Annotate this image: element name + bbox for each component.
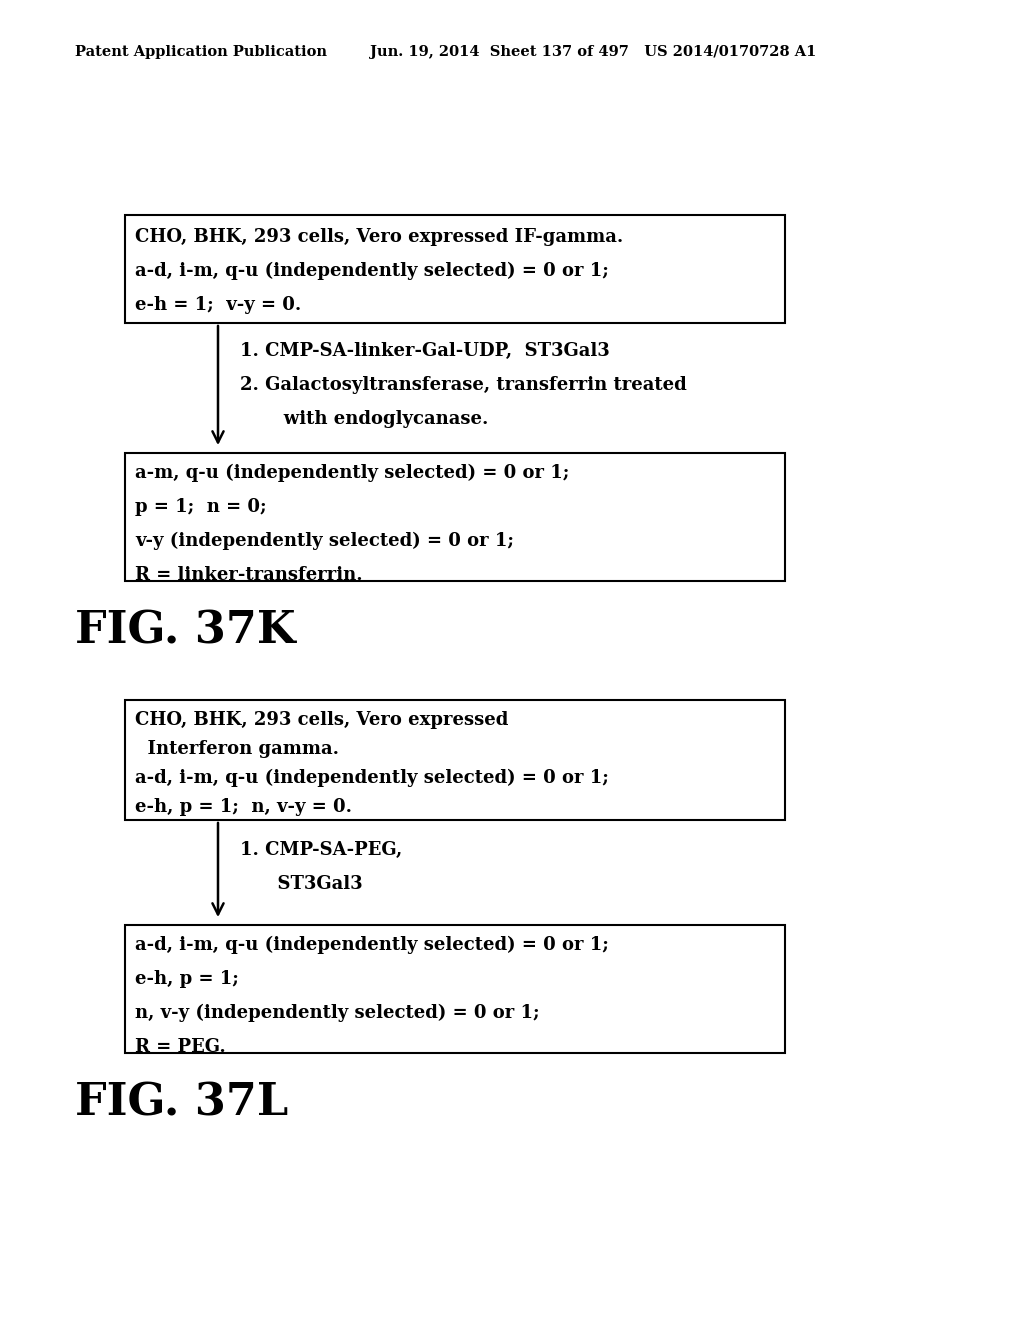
Text: FIG. 37K: FIG. 37K	[75, 610, 296, 652]
Text: R = PEG.: R = PEG.	[135, 1038, 225, 1056]
Text: a-d, i-m, q-u (independently selected) = 0 or 1;: a-d, i-m, q-u (independently selected) =…	[135, 936, 609, 954]
Bar	[125, 925, 785, 1053]
Text: p = 1;  n = 0;: p = 1; n = 0;	[135, 498, 266, 516]
Text: a-d, i-m, q-u (independently selected) = 0 or 1;: a-d, i-m, q-u (independently selected) =…	[135, 261, 609, 280]
Text: R = linker-transferrin.: R = linker-transferrin.	[135, 566, 362, 583]
Text: CHO, BHK, 293 cells, Vero expressed IF-gamma.: CHO, BHK, 293 cells, Vero expressed IF-g…	[135, 228, 624, 246]
Text: e-h, p = 1;  n, v-y = 0.: e-h, p = 1; n, v-y = 0.	[135, 799, 352, 816]
Text: Jun. 19, 2014  Sheet 137 of 497   US 2014/0170728 A1: Jun. 19, 2014 Sheet 137 of 497 US 2014/0…	[370, 45, 816, 59]
Text: n, v-y (independently selected) = 0 or 1;: n, v-y (independently selected) = 0 or 1…	[135, 1005, 540, 1022]
Bar	[125, 453, 785, 581]
Text: a-d, i-m, q-u (independently selected) = 0 or 1;: a-d, i-m, q-u (independently selected) =…	[135, 768, 609, 787]
Text: v-y (independently selected) = 0 or 1;: v-y (independently selected) = 0 or 1;	[135, 532, 514, 550]
Text: CHO, BHK, 293 cells, Vero expressed: CHO, BHK, 293 cells, Vero expressed	[135, 711, 508, 729]
Text: e-h, p = 1;: e-h, p = 1;	[135, 970, 239, 987]
Bar	[125, 700, 785, 820]
Text: FIG. 37L: FIG. 37L	[75, 1081, 288, 1125]
Text: Interferon gamma.: Interferon gamma.	[135, 741, 339, 758]
Text: 2. Galactosyltransferase, transferrin treated: 2. Galactosyltransferase, transferrin tr…	[240, 376, 687, 393]
Bar	[125, 215, 785, 323]
Text: 1. CMP-SA-PEG,: 1. CMP-SA-PEG,	[240, 841, 402, 859]
Text: 1. CMP-SA-linker-Gal-UDP,  ST3Gal3: 1. CMP-SA-linker-Gal-UDP, ST3Gal3	[240, 342, 609, 360]
Text: with endoglycanase.: with endoglycanase.	[240, 411, 488, 428]
Text: a-m, q-u (independently selected) = 0 or 1;: a-m, q-u (independently selected) = 0 or…	[135, 463, 569, 482]
Text: Patent Application Publication: Patent Application Publication	[75, 45, 327, 59]
Text: ST3Gal3: ST3Gal3	[240, 875, 362, 894]
Text: e-h = 1;  v-y = 0.: e-h = 1; v-y = 0.	[135, 296, 301, 314]
